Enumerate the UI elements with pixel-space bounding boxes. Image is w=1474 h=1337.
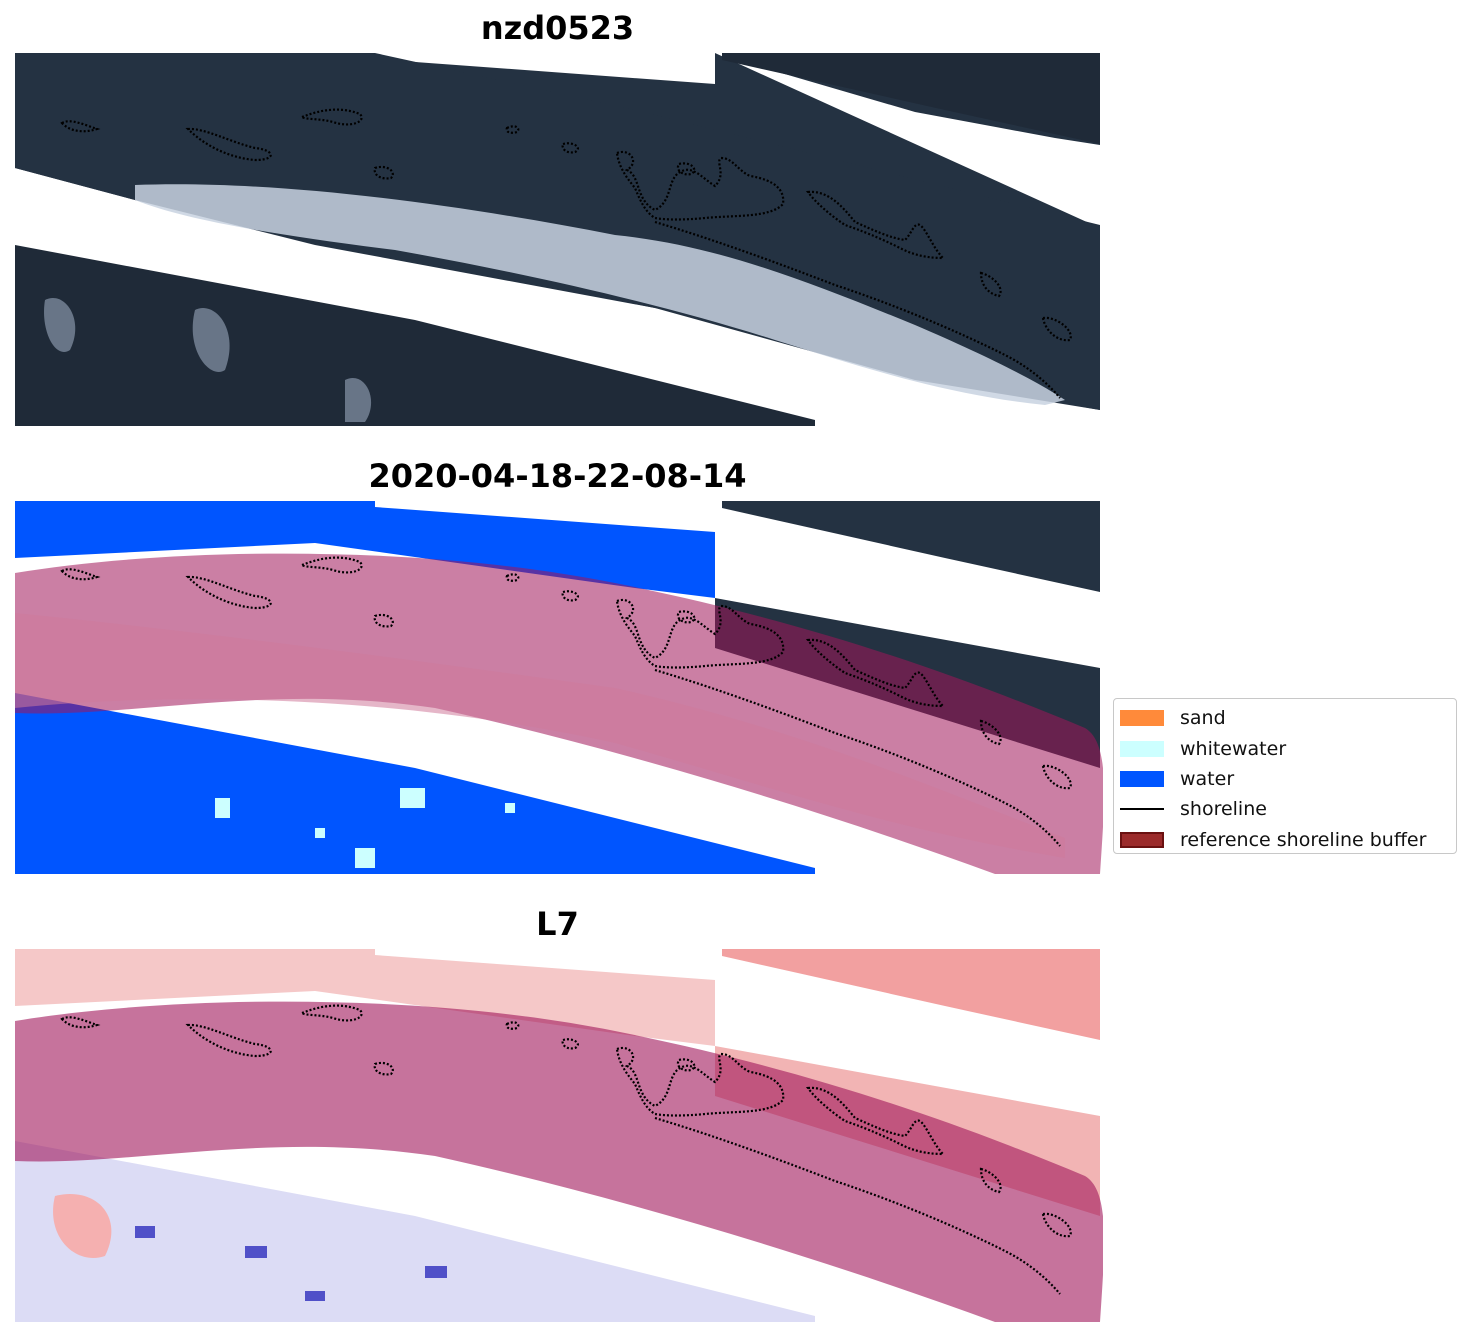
- shoreline-contour: [185, 575, 272, 610]
- rgb-foam-lower-2: [192, 308, 230, 372]
- classification-panel: [15, 501, 1103, 874]
- shoreline-contour: [1041, 316, 1072, 342]
- legend-item: sand: [1120, 703, 1450, 733]
- reference-shoreline-buffer-index: [15, 1001, 1103, 1322]
- legend: sand whitewater water shoreline reference sh…: [1113, 698, 1457, 854]
- shoreline-contour: [979, 719, 1002, 746]
- buffer-overlay-whitewater: [15, 613, 1065, 858]
- shoreline-contour: [373, 1061, 394, 1076]
- shoreline-contour: [299, 1004, 363, 1022]
- shoreline-contours: [60, 1004, 1072, 1295]
- legend-swatch: [1120, 710, 1164, 727]
- class-rgb-upper-right: [722, 501, 1100, 592]
- legend-label: shoreline: [1180, 798, 1267, 821]
- shoreline-contour: [60, 1016, 101, 1029]
- index-lower-strip: [15, 1141, 815, 1322]
- rgb-strip-upper-right: [722, 53, 1100, 144]
- rgb-foam-lower-3: [345, 378, 372, 422]
- shoreline-contour: [561, 590, 580, 602]
- index-upper-right: [722, 949, 1100, 1040]
- buffer-overlay-index: [15, 1001, 1103, 1322]
- shoreline-contour: [615, 598, 785, 669]
- legend-item: reference shoreline buffer: [1120, 825, 1450, 855]
- class-water-lower: [15, 693, 815, 874]
- legend-item: water: [1120, 764, 1450, 794]
- index-lower-red-patch: [53, 1194, 112, 1258]
- shoreline-contour: [299, 556, 363, 574]
- legend-label: water: [1180, 767, 1235, 790]
- rgb-image: [15, 53, 1100, 426]
- shoreline-contour: [676, 1058, 696, 1072]
- shoreline-contour: [654, 1116, 1061, 1295]
- shoreline-contour: [615, 150, 785, 221]
- legend-label: sand: [1180, 707, 1226, 730]
- reference-shoreline-buffer: [15, 553, 1103, 874]
- shoreline-contour: [676, 610, 696, 624]
- shoreline-contour: [676, 162, 696, 176]
- panel-title-classification: 2020-04-18-22-08-14: [368, 457, 747, 495]
- shoreline-contour: [185, 127, 272, 162]
- shoreline-contour: [654, 220, 1061, 399]
- legend-swatch: [1120, 770, 1164, 787]
- shoreline-contour: [979, 271, 1002, 298]
- legend-item: whitewater: [1120, 733, 1450, 763]
- index-panel: [15, 949, 1103, 1322]
- shoreline-contour: [373, 613, 394, 628]
- shoreline-contour: [654, 668, 1061, 847]
- rgb-foam-lower-1: [44, 298, 76, 352]
- shoreline-contour: [1041, 764, 1072, 790]
- rgb-image-panel: [15, 53, 1100, 426]
- shoreline-contour: [185, 1023, 272, 1058]
- legend-swatch: [1120, 831, 1164, 848]
- legend-item: shoreline: [1120, 794, 1450, 824]
- rgb-foam: [135, 184, 1065, 405]
- shoreline-contours: [60, 108, 1072, 399]
- shoreline-contour: [979, 1167, 1002, 1194]
- class-whitewater-dots: [215, 788, 515, 868]
- legend-swatch: [1120, 740, 1164, 757]
- shoreline-contour: [561, 142, 580, 154]
- shoreline-contour: [60, 568, 101, 581]
- shoreline-contour: [615, 1046, 785, 1117]
- shoreline-contour: [60, 120, 101, 133]
- legend-label: reference shoreline buffer: [1180, 828, 1427, 851]
- shoreline-contours: [60, 556, 1072, 847]
- shoreline-contour: [561, 1038, 580, 1050]
- shoreline-contour: [299, 108, 363, 126]
- panel-title-rgb: nzd0523: [480, 9, 635, 47]
- legend-label: whitewater: [1180, 737, 1287, 760]
- shoreline-contour: [1041, 1212, 1072, 1238]
- rgb-strip-lower: [15, 245, 815, 426]
- panel-title-index: L7: [536, 905, 579, 943]
- shoreline-contour: [373, 165, 394, 180]
- legend-swatch: [1120, 808, 1164, 811]
